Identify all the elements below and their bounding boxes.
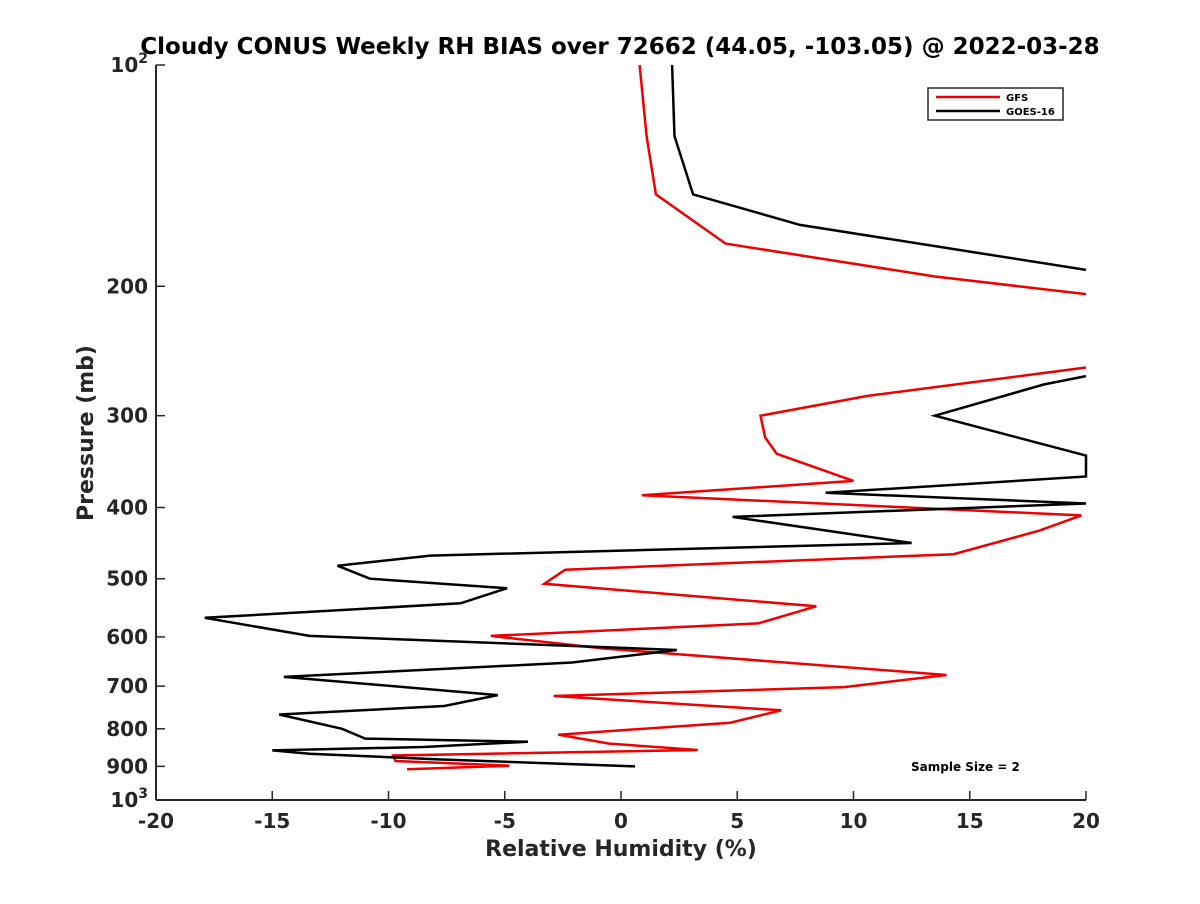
y-tick-label: 300 [106, 404, 148, 428]
series-line-gfs-1 [638, 64, 1087, 296]
x-tick-label: -5 [494, 809, 516, 833]
x-tick-label: 15 [956, 809, 984, 833]
x-tick-label: 10 [840, 809, 868, 833]
x-ticks: -20 -15 -10 -5 0 5 10 15 20 [138, 791, 1100, 833]
y-tick-label: 900 [106, 754, 148, 778]
y-tick-label: 200 [106, 274, 148, 298]
y-tick-label: 500 [106, 567, 148, 591]
y-tick-label: 800 [106, 717, 148, 741]
x-tick-label: 5 [730, 809, 744, 833]
x-tick-label: -20 [138, 809, 174, 833]
series-line-gfs-2 [391, 366, 1087, 771]
y-tick-label: 400 [106, 496, 148, 520]
series-line-goes16-1 [670, 64, 1087, 272]
y-tick-label: 700 [106, 674, 148, 698]
x-tick-label: -15 [254, 809, 290, 833]
series-line-goes16-2 [204, 374, 1088, 768]
legend: GFS GOES-16 [927, 87, 1064, 121]
y-tick-label: 600 [106, 625, 148, 649]
x-tick-label: 0 [614, 809, 628, 833]
y-axis-label: Pressure (mb) [74, 345, 99, 521]
x-axis-label: Relative Humidity (%) [485, 837, 757, 862]
chart-title: Cloudy CONUS Weekly RH BIAS over 72662 (… [140, 34, 1099, 60]
legend-label-goes16: GOES-16 [1006, 107, 1055, 118]
legend-label-gfs: GFS [1006, 93, 1028, 104]
series-layer [204, 64, 1088, 771]
legend-box [927, 87, 1064, 121]
x-tick-label: -10 [370, 809, 406, 833]
x-tick-label: 20 [1072, 809, 1100, 833]
sample-size-annotation: Sample Size = 2 [911, 760, 1020, 774]
